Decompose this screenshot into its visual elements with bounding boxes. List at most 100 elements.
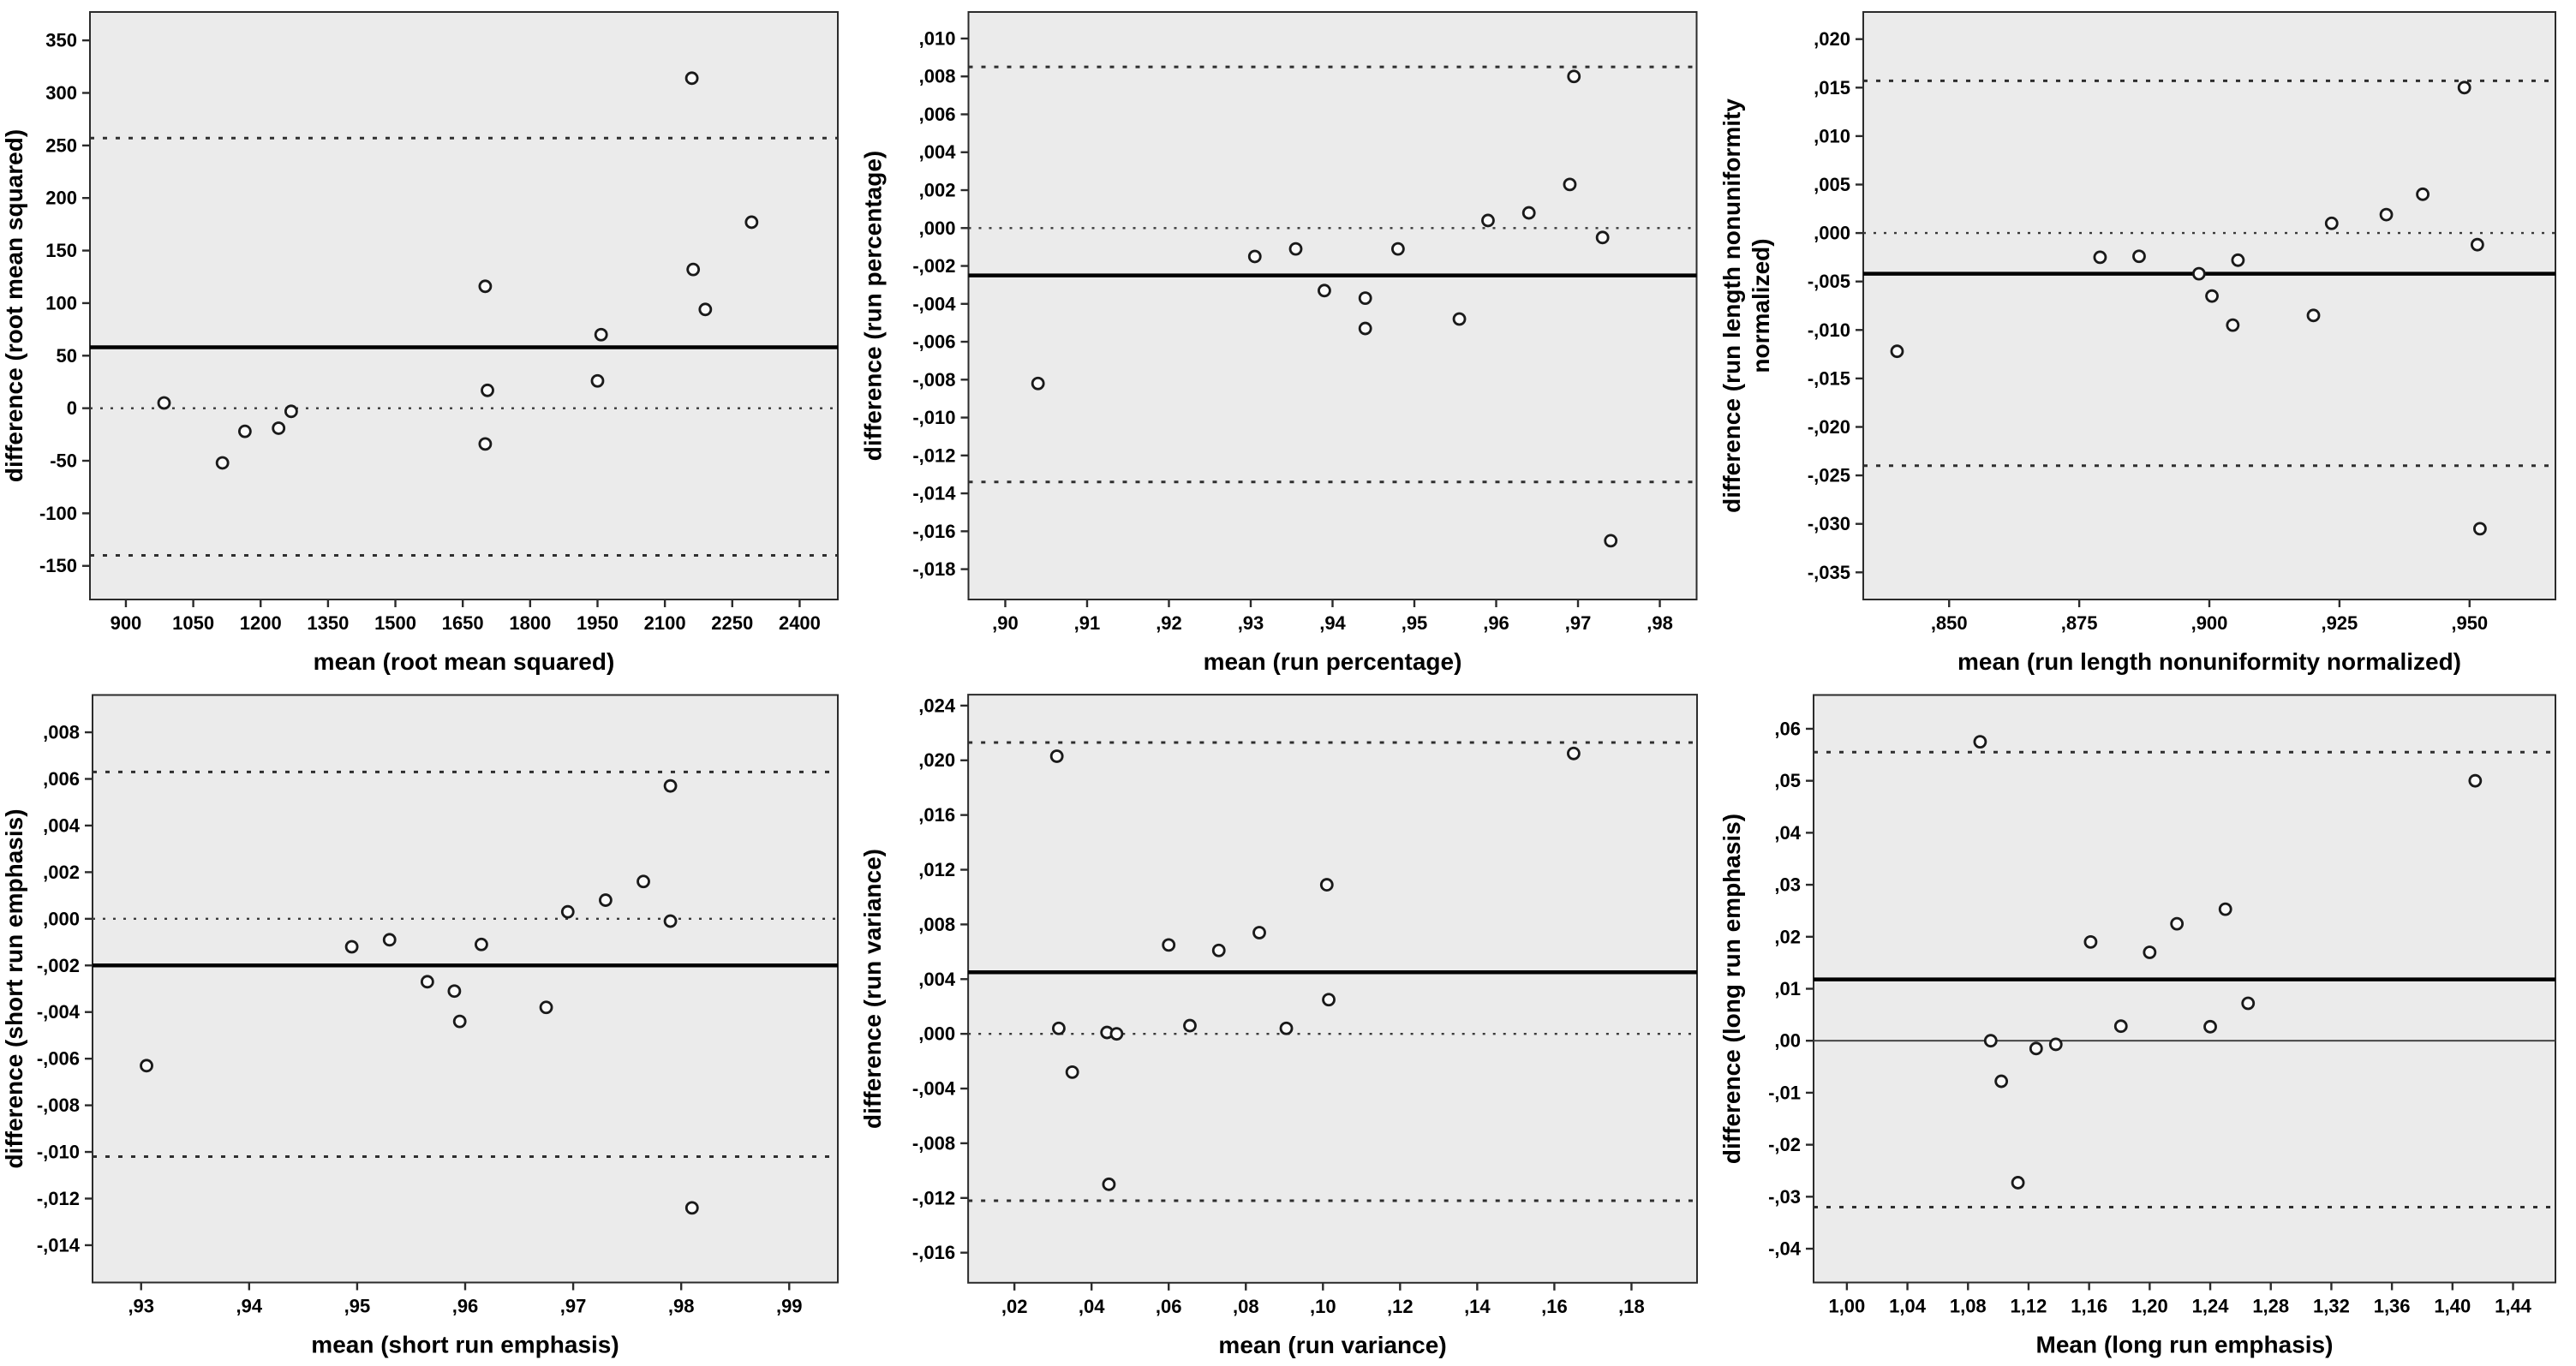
data-point [1391, 242, 1405, 256]
data-point [1162, 938, 1176, 952]
y-tick-label: 300 [45, 82, 77, 104]
plot-area [92, 694, 839, 1284]
y-axis-label: difference (run variance) [859, 849, 886, 1129]
y-tick-label: ,015 [1814, 77, 1850, 98]
y-tick-label: 100 [45, 292, 77, 313]
y-tick-label: 50 [57, 345, 77, 367]
x-tick-label: ,97 [560, 1296, 587, 1317]
y-tick-label: -,008 [912, 1132, 955, 1154]
data-point [2170, 916, 2185, 931]
y-axis-label: difference (root mean squared) [1, 129, 27, 482]
data-point [2473, 522, 2487, 536]
y-tick-label: ,01 [1774, 978, 1801, 999]
data-point [2143, 945, 2157, 959]
data-point [237, 424, 252, 438]
data-point [215, 456, 230, 470]
plot-area [1813, 694, 2556, 1284]
x-tick-label: 1650 [442, 612, 484, 634]
data-point [1358, 321, 1372, 336]
y-tick-label: -,002 [37, 955, 80, 976]
x-tick-label: ,850 [1931, 612, 1968, 634]
data-point [420, 975, 434, 989]
data-point [2457, 81, 2471, 95]
x-tick-label: 900 [111, 612, 142, 634]
x-axis-label: mean (run percentage) [1204, 648, 1462, 675]
data-point [382, 933, 397, 947]
data-point [1452, 312, 1467, 326]
data-point [1252, 926, 1266, 939]
x-axis-label: Mean (long run emphasis) [2036, 1332, 2334, 1358]
data-point [594, 327, 608, 342]
data-point [2083, 934, 2098, 949]
x-tick-label: ,99 [776, 1296, 803, 1317]
x-axis-label: mean (short run emphasis) [311, 1332, 619, 1358]
x-tick-label: 1,36 [2374, 1296, 2411, 1317]
data-point [2379, 207, 2394, 222]
x-tick-label: 1,00 [1828, 1296, 1865, 1317]
y-axis-label: normalized) [1748, 238, 1774, 373]
x-tick-label: 1,12 [2011, 1296, 2047, 1317]
data-point [1595, 230, 1610, 245]
data-point [560, 904, 575, 919]
y-tick-label: -,012 [37, 1188, 80, 1209]
data-point [1604, 534, 1618, 548]
y-tick-label: -,005 [1808, 271, 1850, 292]
x-tick-label: 1050 [172, 612, 214, 634]
bland-altman-plot-long-run-emphasis: 1,00 1,04 1,08 1,12 1,16 1,20 1,24 1,28 1,32 1,36… [1718, 694, 2556, 1358]
data-point [1567, 746, 1581, 761]
x-tick-label: 2100 [644, 612, 686, 634]
y-tick-label: ,00 [1774, 1030, 1801, 1052]
x-tick-label: 1350 [307, 612, 349, 634]
y-tick-label: ,012 [918, 859, 955, 880]
y-tick-label: ,06 [1774, 718, 1801, 739]
x-tick-label: 1200 [240, 612, 282, 634]
x-tick-label: ,90 [992, 612, 1019, 634]
y-tick-label: ,04 [1774, 822, 1801, 844]
x-tick-label: ,12 [1387, 1296, 1414, 1317]
x-tick-label: 1500 [374, 612, 416, 634]
y-tick-label: 0 [67, 397, 77, 419]
y-tick-label: -,025 [1808, 465, 1850, 486]
bland-altman-plot-run-length-nonuniformity-normalized: ,850 ,875 ,900 ,925 ,950 ,020 ,015 ,010 ,005 ,000… [1718, 11, 2556, 675]
x-tick-label: ,93 [128, 1296, 154, 1317]
y-tick-label: ,000 [1814, 223, 1850, 244]
y-tick-label: -,012 [912, 444, 955, 466]
y-tick-label: -,010 [912, 407, 955, 428]
data-point [2093, 250, 2107, 265]
y-tick-label: -,04 [1768, 1238, 1802, 1260]
y-tick-label: -150 [39, 555, 77, 576]
data-point [1983, 1034, 1998, 1048]
data-point [2203, 1019, 2217, 1034]
x-tick-label: ,95 [344, 1296, 371, 1317]
data-point [478, 437, 493, 451]
y-tick-label: ,000 [919, 218, 956, 239]
y-tick-label: -,018 [912, 558, 955, 580]
plot-area [89, 11, 839, 600]
data-point [447, 984, 462, 999]
y-tick-label: -,010 [37, 1142, 80, 1163]
x-tick-label: ,875 [2061, 612, 2098, 634]
y-tick-label: -,020 [1808, 416, 1850, 438]
x-tick-label: ,14 [1464, 1296, 1491, 1317]
data-point [2241, 996, 2256, 1011]
y-tick-label: -,014 [37, 1234, 81, 1256]
x-tick-label: ,94 [1319, 612, 1346, 634]
x-tick-label: 1,08 [1950, 1296, 1987, 1317]
y-tick-label: -,004 [37, 1001, 81, 1023]
y-tick-label: -,006 [912, 331, 955, 353]
x-tick-label: ,95 [1402, 612, 1428, 634]
y-tick-label: 250 [45, 134, 77, 156]
x-tick-label: 1,04 [1889, 1296, 1927, 1317]
data-point [1288, 242, 1303, 256]
data-point [686, 262, 701, 277]
data-point [684, 1201, 699, 1215]
panel-run-length-nonuniformity-normalized: ,850 ,875 ,900 ,925 ,950 ,020 ,015 ,010 ,005 ,000… [1718, 0, 2576, 683]
data-point [2416, 187, 2430, 201]
y-tick-label: -,010 [1808, 319, 1850, 341]
bland-altman-plot-short-run-emphasis: ,93 ,94 ,95 ,96 ,97 ,98 ,99 ,008 ,006 ,004 ,002 ,00… [1, 694, 839, 1358]
y-tick-label: ,024 [918, 695, 956, 716]
data-point [1319, 878, 1334, 892]
y-tick-label: ,008 [918, 914, 955, 935]
y-tick-label: 350 [45, 30, 77, 51]
data-point [2324, 216, 2339, 230]
